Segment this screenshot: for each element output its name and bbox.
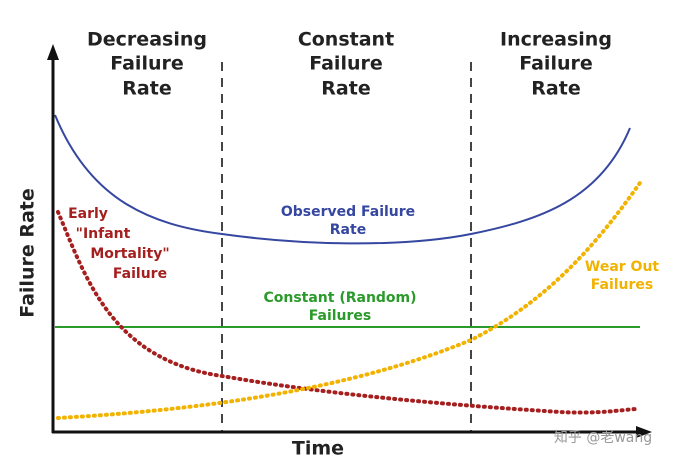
region-label: Rate [122,78,171,100]
curve-label: Failures [309,308,372,324]
wear-out-curve [56,178,644,420]
region-label: Constant [298,29,394,51]
curve-label: Early [68,206,108,222]
region-label: Decreasing [87,29,207,51]
curve-label: Failures [591,277,654,293]
y-axis-label: Failure Rate [17,188,39,318]
region-label: Rate [321,78,370,100]
curve-label: Rate [330,222,366,238]
early-curve [56,210,638,415]
curve-label: Mortality" [90,246,169,262]
curve-label: Constant (Random) [263,290,416,306]
curve-label: Wear Out [585,259,660,275]
region-label: Rate [531,78,580,100]
arrowhead [636,426,652,438]
x-axis-label: Time [292,438,344,460]
watermark: 知乎 @老wang [554,429,652,446]
curve-label: "Infant [76,226,131,242]
region-label: Failure [110,53,184,75]
region-label: Failure [519,53,593,75]
arrowhead [47,44,59,60]
curve-label: Failure [113,266,167,282]
curve-label: Observed Failure [281,204,415,220]
observed-curve [54,114,631,245]
region-label: Increasing [500,29,612,51]
region-label: Failure [309,53,383,75]
